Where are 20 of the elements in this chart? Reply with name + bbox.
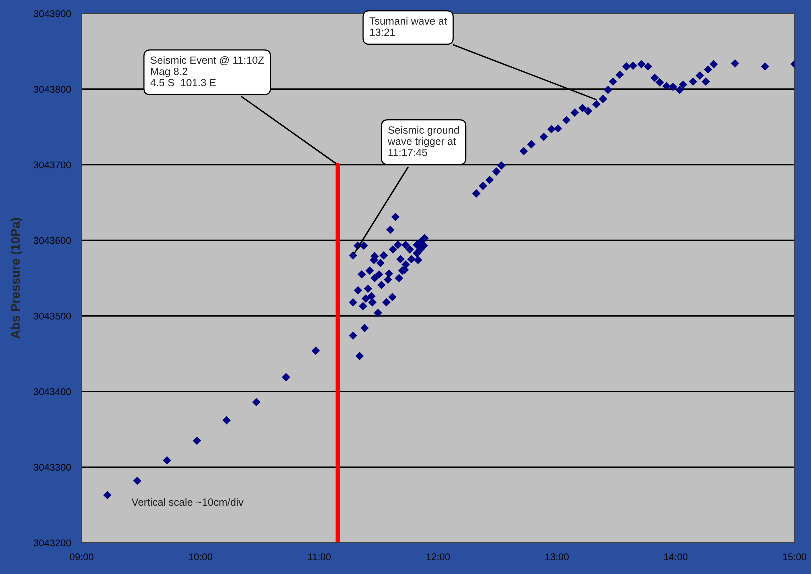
y-tick-label: 3043400 (34, 388, 72, 396)
x-tick-label: 09:00 (70, 554, 94, 561)
x-tick-label: 11:00 (308, 554, 331, 561)
x-tick-label: 12:00 (426, 554, 450, 561)
y-tick-label: 3043700 (34, 162, 72, 169)
y-tick-label: 3043200 (34, 540, 72, 547)
x-tick-label: 15:00 (783, 554, 807, 561)
y-tick-label: 3043300 (34, 464, 72, 472)
x-tick-label: 14:00 (664, 554, 688, 561)
y-tick-label: 3043900 (34, 10, 72, 18)
annotation: Seismic ground wave trigger at 11:17:45 (388, 126, 460, 156)
y-tick-label: 3043600 (34, 237, 72, 244)
y-tick-label: 3043500 (34, 312, 72, 320)
y-tick-label: 3043800 (34, 86, 72, 93)
y-axis-title: Abs Pressure (10Pa) (10, 218, 23, 339)
annotation: Tsumani wave at 13:21 (370, 17, 448, 36)
annotation: Vertical scale ~10cm/div (132, 498, 244, 506)
annotation: Seismic Event @ 11:10Z Mag 8.2 4.5 S 101.3 E (150, 56, 264, 87)
x-tick-label: 13:00 (546, 554, 569, 561)
x-tick-label: 10:00 (189, 554, 213, 561)
